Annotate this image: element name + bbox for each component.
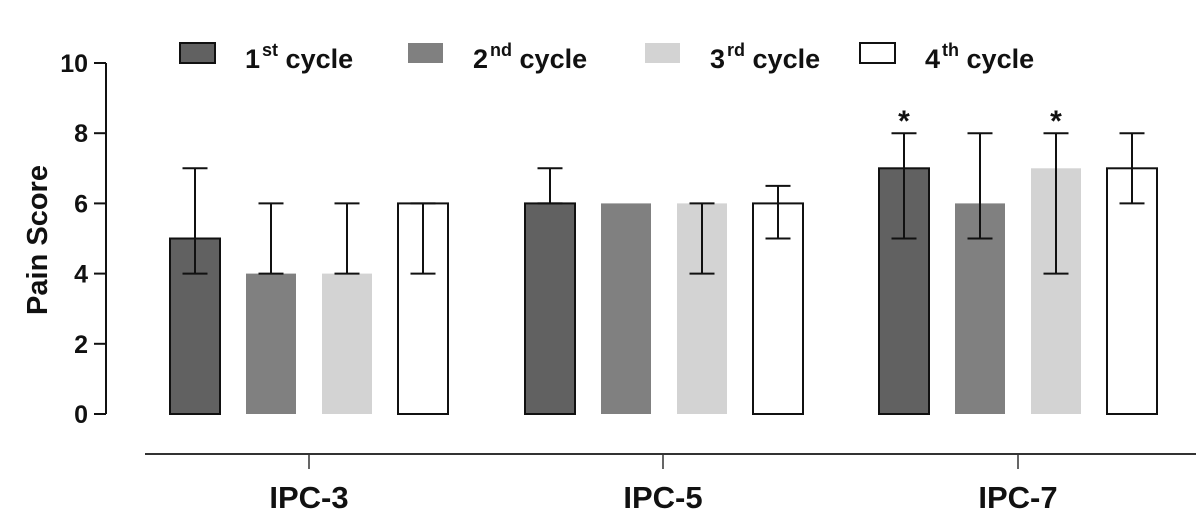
- x-tick-label: IPC-5: [623, 480, 702, 515]
- y-tick-label: 2: [74, 331, 88, 359]
- significance-marker: *: [898, 105, 910, 138]
- bar: [322, 273, 372, 414]
- legend-swatch: [645, 43, 680, 63]
- x-axis: IPC-3 IPC-5 IPC-7: [145, 453, 1196, 515]
- y-tick-label: 4: [74, 261, 88, 289]
- bar: [601, 203, 651, 414]
- y-tick-label: 6: [74, 190, 88, 218]
- significance-marker: *: [1050, 105, 1062, 138]
- bar-group-ipc-7-series-2: [955, 132, 1005, 414]
- legend-swatch: [859, 42, 896, 64]
- bar-group-ipc-7-series-4: [1106, 132, 1158, 415]
- x-tick-label: IPC-7: [978, 480, 1057, 515]
- legend-swatch: [408, 43, 443, 63]
- x-tick-label: IPC-3: [269, 480, 348, 515]
- bar: [878, 167, 930, 415]
- bar: [246, 273, 296, 414]
- y-axis: 0 2 4 6 8 10: [60, 50, 107, 429]
- bar-group-ipc-3-series-4: [397, 202, 449, 415]
- bar-group-ipc-5-series-4: [752, 184, 804, 415]
- bar: [524, 202, 576, 415]
- legend-swatch: [179, 42, 216, 64]
- y-tick-label: 8: [74, 120, 88, 148]
- bar: [1106, 167, 1158, 415]
- y-axis-label: Pain Score: [22, 165, 54, 315]
- bar-group-ipc-3-series-2: [246, 202, 296, 414]
- bar-group-ipc-7-series-3: *: [1031, 105, 1081, 414]
- bar-group-ipc-3-series-1: [169, 167, 221, 415]
- y-tick-label: 0: [74, 401, 88, 429]
- bar-group-ipc-5-series-2: [601, 203, 651, 414]
- y-tick-label: 10: [60, 50, 88, 78]
- bar-group-ipc-7-series-1: *: [878, 105, 930, 415]
- bar-group-ipc-3-series-3: [322, 202, 372, 414]
- bar-group-ipc-5-series-3: [677, 202, 727, 414]
- bar-group-ipc-5-series-1: [524, 167, 576, 415]
- bars: * *: [169, 105, 1158, 415]
